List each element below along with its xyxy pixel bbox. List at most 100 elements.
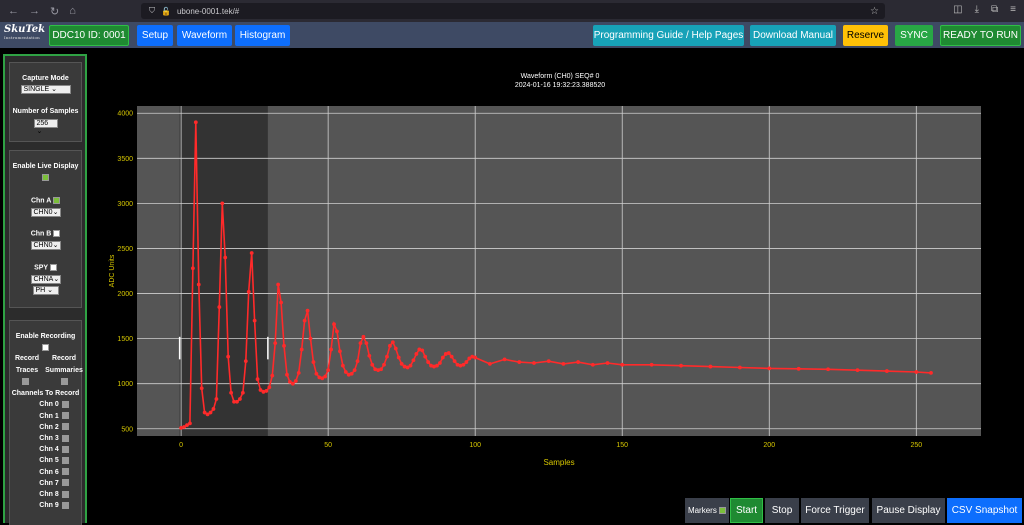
waveform-point bbox=[223, 255, 228, 260]
x-tick-label: 200 bbox=[763, 442, 775, 449]
chn-a-select[interactable]: CHN0⌄ bbox=[30, 208, 61, 217]
back-icon[interactable]: ← bbox=[8, 4, 19, 17]
chart-title-line2: 2024-01-16 19:32:23.388520 bbox=[514, 82, 606, 89]
record-traces-label: Record Traces bbox=[14, 355, 40, 374]
channel-label-1: Chn 1 bbox=[39, 412, 59, 420]
waveform-point bbox=[455, 362, 460, 367]
channel-checkbox-4[interactable] bbox=[62, 445, 69, 453]
channel-label-6: Chn 6 bbox=[39, 468, 59, 476]
waveform-point bbox=[429, 363, 433, 368]
stop-button[interactable]: Stop bbox=[765, 498, 799, 523]
waveform-point bbox=[208, 410, 213, 415]
device-id-button[interactable]: DDC10 ID: 0001 bbox=[49, 25, 129, 46]
bookmark-star-icon[interactable]: ☆ bbox=[870, 5, 879, 17]
num-samples-select[interactable]: 256 ⌄ bbox=[33, 119, 58, 135]
capture-mode-select[interactable]: SINGLE ⌄ bbox=[20, 85, 71, 94]
home-icon[interactable]: ⌂ bbox=[69, 4, 76, 17]
force-trigger-button[interactable]: Force Trigger bbox=[801, 498, 869, 523]
channel-checkbox-1[interactable] bbox=[62, 412, 69, 420]
programming-guide-button[interactable]: Programming Guide / Help Pages bbox=[593, 25, 744, 46]
channel-checkbox-0[interactable] bbox=[62, 401, 69, 408]
channel-checkbox-7[interactable] bbox=[62, 479, 69, 487]
spy-select-source[interactable]: CHNA⌄ bbox=[30, 275, 61, 284]
channel-row-1: Chn 1 bbox=[36, 412, 69, 420]
waveform-point bbox=[199, 386, 204, 391]
pocket-icon[interactable]: ◫ bbox=[953, 4, 963, 15]
channel-row-2: Chn 2 bbox=[36, 423, 69, 431]
waveform-point bbox=[320, 376, 325, 381]
spy-mode-value: PH bbox=[35, 287, 46, 294]
y-axis-label: ADC Units bbox=[109, 254, 116, 287]
recording-panel: Enable Recording Record Traces Record Su… bbox=[9, 320, 83, 525]
waveform-point bbox=[373, 367, 378, 372]
extensions-icon[interactable]: ⧉ bbox=[991, 4, 999, 15]
waveform-point bbox=[449, 354, 454, 359]
waveform-point bbox=[205, 412, 210, 417]
waveform-point bbox=[326, 368, 331, 373]
address-bar[interactable]: ⛉ 🔓 ubone-0001.tek/# ☆ bbox=[141, 3, 885, 19]
channel-row-7: Chn 7 bbox=[36, 479, 69, 487]
plot-area bbox=[137, 106, 981, 436]
live-display-checkbox[interactable] bbox=[42, 174, 49, 181]
waveform-point bbox=[193, 120, 198, 125]
waveform-chart[interactable]: 0 50 100 150 200 250 500 1000 1500 2000 2500 3000 35… bbox=[90, 54, 1024, 494]
spy-select-mode[interactable]: PH ⌄ bbox=[32, 286, 59, 295]
reload-icon[interactable]: ↻ bbox=[50, 5, 60, 18]
waveform-point bbox=[182, 425, 186, 429]
channel-label-9: Chn 9 bbox=[39, 502, 59, 510]
chn-b-checkbox[interactable] bbox=[53, 230, 61, 237]
waveform-point bbox=[437, 361, 442, 365]
channel-label-3: Chn 3 bbox=[39, 434, 59, 442]
markers-checkbox[interactable] bbox=[719, 507, 727, 514]
nav-histogram[interactable]: Histogram bbox=[235, 25, 290, 46]
channel-checkbox-9[interactable] bbox=[62, 501, 69, 509]
waveform-point bbox=[796, 366, 801, 371]
waveform-point bbox=[255, 377, 260, 382]
spy-checkbox[interactable] bbox=[49, 264, 57, 271]
y-tick-label: 2000 bbox=[117, 291, 133, 298]
forward-icon[interactable]: → bbox=[29, 4, 40, 17]
channel-checkbox-8[interactable] bbox=[62, 490, 69, 498]
waveform-point bbox=[308, 336, 313, 341]
waveform-point bbox=[258, 388, 263, 392]
channel-row-6: Chn 6 bbox=[36, 468, 69, 476]
num-samples-label: Number of Samples bbox=[12, 108, 79, 115]
channel-checkbox-2[interactable] bbox=[62, 423, 69, 431]
markers-toggle[interactable]: Markers bbox=[685, 498, 729, 523]
y-tick-label: 500 bbox=[121, 426, 133, 433]
channel-label-4: Chn 4 bbox=[39, 446, 59, 454]
chn-a-checkbox[interactable] bbox=[53, 197, 61, 204]
channel-checkbox-3[interactable] bbox=[62, 434, 69, 442]
waveform-point bbox=[246, 289, 251, 294]
menu-icon[interactable]: ≡ bbox=[1010, 4, 1016, 15]
chn-b-select[interactable]: CHN0⌄ bbox=[30, 241, 61, 250]
reserve-button[interactable]: Reserve bbox=[843, 25, 888, 46]
channel-checkbox-5[interactable] bbox=[62, 457, 69, 464]
waveform-point bbox=[767, 366, 772, 371]
waveform-point bbox=[402, 364, 407, 369]
waveform-point bbox=[376, 368, 381, 373]
waveform-point bbox=[335, 329, 339, 334]
waveform-point bbox=[532, 361, 536, 365]
x-tick-label: 150 bbox=[616, 442, 628, 449]
waveform-point bbox=[190, 266, 195, 271]
channel-label-5: Chn 5 bbox=[39, 457, 59, 465]
waveform-point bbox=[390, 340, 395, 345]
nav-setup[interactable]: Setup bbox=[137, 25, 173, 46]
chn-b-label: Chn B bbox=[30, 230, 52, 238]
record-traces-checkbox[interactable] bbox=[22, 378, 29, 385]
start-button[interactable]: Start bbox=[730, 498, 763, 523]
waveform-point bbox=[826, 367, 830, 372]
download-icon[interactable]: ⤓ bbox=[974, 4, 980, 15]
waveform-point bbox=[338, 349, 342, 354]
nav-waveform[interactable]: Waveform bbox=[177, 25, 232, 46]
csv-snapshot-button[interactable]: CSV Snapshot bbox=[947, 498, 1022, 523]
channel-checkbox-6[interactable] bbox=[62, 468, 69, 476]
record-summaries-checkbox[interactable] bbox=[61, 378, 68, 385]
waveform-point bbox=[346, 372, 351, 377]
download-manual-button[interactable]: Download Manual bbox=[750, 25, 836, 46]
sync-button[interactable]: SYNC bbox=[895, 25, 933, 46]
pause-display-button[interactable]: Pause Display bbox=[872, 498, 945, 523]
channel-row-4: Chn 4 bbox=[36, 445, 69, 454]
recording-checkbox[interactable] bbox=[42, 344, 49, 351]
